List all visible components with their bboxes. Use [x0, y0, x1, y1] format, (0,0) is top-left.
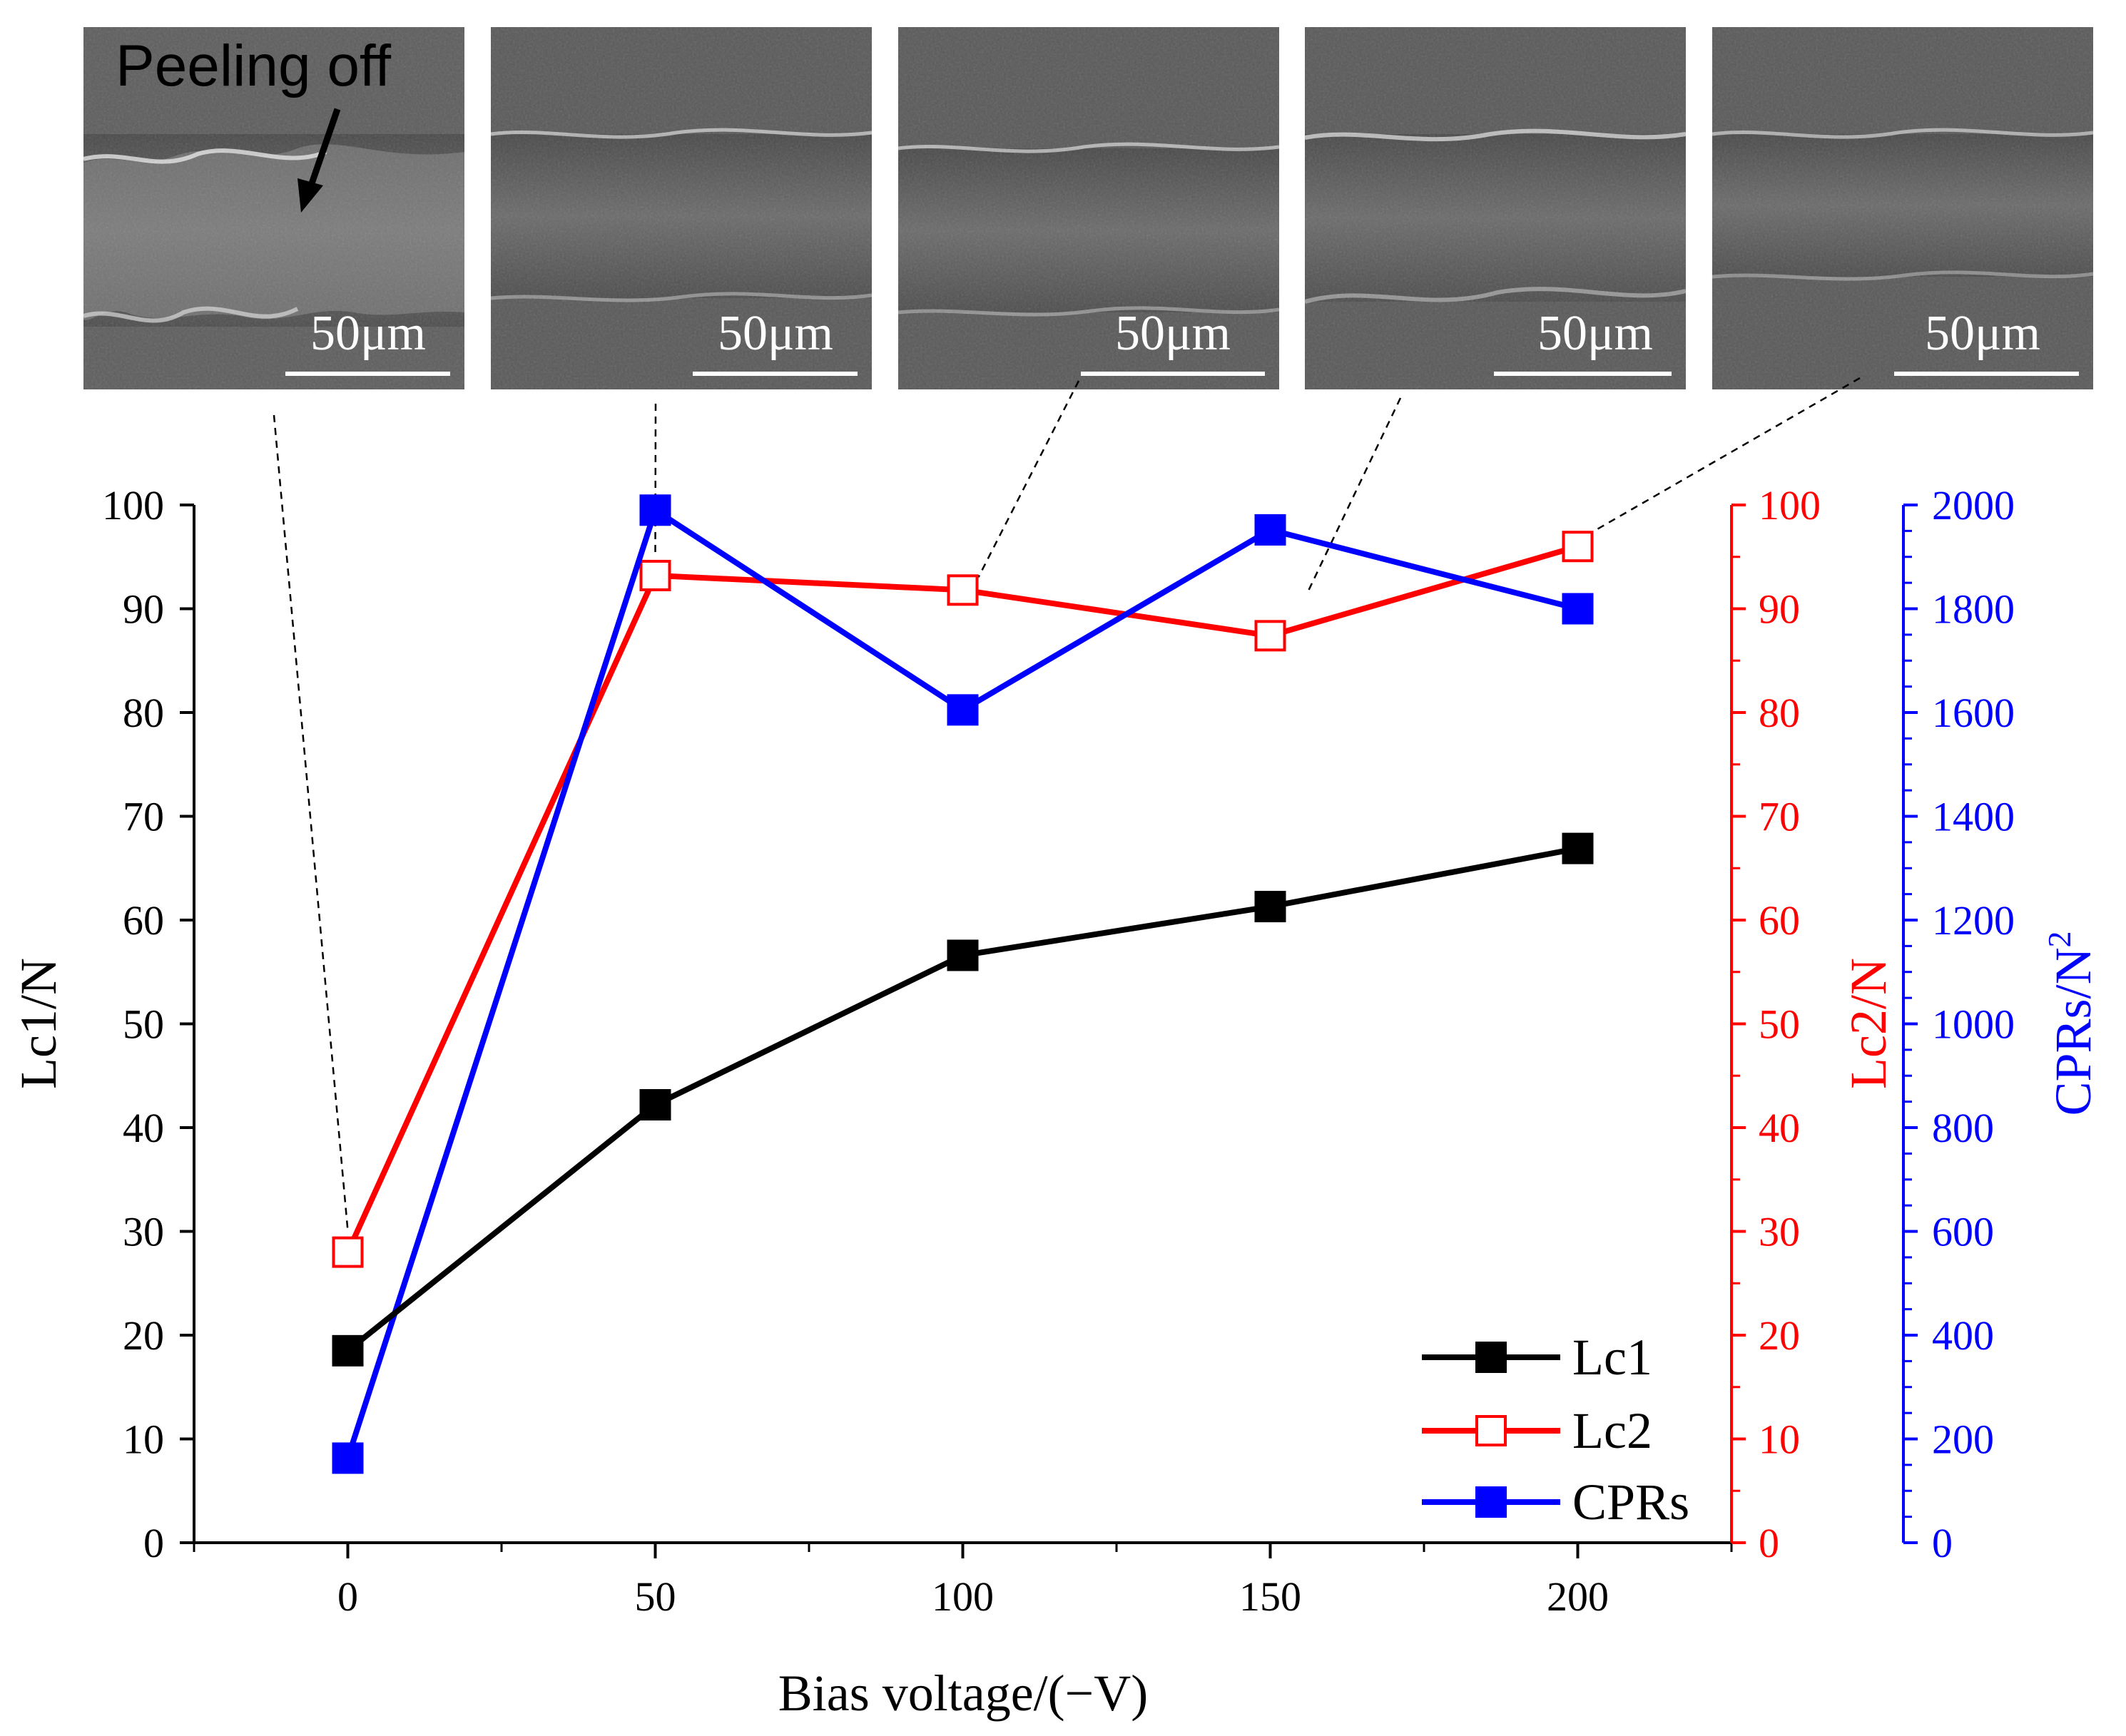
series-cprs [332, 494, 1594, 1474]
peeling-off-label: Peeling off [116, 34, 391, 98]
leader-line [1591, 377, 1861, 533]
data-point-lc2 [1562, 531, 1594, 563]
scale-bar-label: 50μm [1115, 306, 1231, 361]
tick-labels: 0 50 100 150 2000102030405060708090100010203… [102, 482, 2015, 1620]
series-line-lc1 [346, 845, 1579, 1353]
right-y-tick-label-cprs: 1800 [1932, 586, 2015, 633]
left-y-tick-label: 0 [143, 1520, 164, 1566]
sem-image-50V: 50μm [490, 27, 873, 389]
right-y-tick-label-cprs: 600 [1932, 1209, 1994, 1255]
left-y-tick-label: 30 [123, 1209, 164, 1255]
data-point-lc1 [639, 1088, 671, 1120]
sem-insets: 50μm Peeling off 50μm 50μm [83, 27, 2094, 389]
legend-entry-cprs: CPRs [1422, 1474, 1689, 1531]
scale-bar-label: 50μm [310, 306, 426, 361]
data-point-cprs [1254, 514, 1286, 546]
legend-entry-lc2: Lc2 [1422, 1402, 1652, 1459]
sem-image-150V: 50μm [1304, 27, 1687, 389]
series-lc1 [332, 832, 1594, 1367]
data-point-lc1 [332, 1334, 364, 1367]
right-y-tick-label-lc2: 60 [1759, 897, 1800, 944]
right-y-tick-label-lc2: 80 [1759, 690, 1800, 736]
left-y-tick-label: 60 [123, 897, 164, 944]
data-point-lc1 [1254, 891, 1286, 923]
left-y-tick-label: 80 [123, 690, 164, 736]
right-y-tick-label-cprs: 1000 [1932, 1001, 2015, 1048]
data-point-lc2 [1254, 620, 1286, 652]
right-y-tick-label-cprs: 200 [1932, 1416, 1994, 1463]
axis-ticks [180, 504, 1918, 1558]
left-y-tick-label: 20 [123, 1312, 164, 1359]
right-y-tick-label-cprs: 800 [1932, 1105, 1994, 1151]
inset-leader-lines [273, 377, 1861, 1231]
left-y-axis-label: Lc1/N [10, 958, 67, 1089]
scale-bar-label: 50μm [718, 306, 833, 361]
right-y-tick-label-cprs: 1600 [1932, 690, 2015, 736]
cprs-label-text: CPRs/N [2045, 947, 2102, 1115]
left-y-tick-label: 10 [123, 1416, 164, 1463]
data-point-lc2 [332, 1236, 364, 1268]
data-point-cprs [1562, 593, 1594, 625]
right-y-tick-label-cprs: 2000 [1932, 482, 2015, 529]
legend-label-lc2: Lc2 [1572, 1402, 1652, 1459]
x-tick-label: 50 [635, 1573, 676, 1620]
sem-image-200V: 50μm [1712, 27, 2094, 389]
right-y-tick-label-lc2: 10 [1759, 1416, 1800, 1463]
left-y-tick-label: 70 [123, 794, 164, 840]
legend-entry-lc1: Lc1 [1422, 1329, 1652, 1386]
x-tick-label: 200 [1547, 1573, 1609, 1620]
cprs-label-exponent: 2 [2041, 931, 2077, 947]
right-y-tick-label-lc2: 0 [1759, 1520, 1779, 1566]
scale-bar-label: 50μm [1925, 306, 2040, 361]
right-y-axis-label-cprs: CPRs/N2 [2041, 931, 2102, 1115]
right-y-tick-label-lc2: 20 [1759, 1312, 1800, 1359]
leader-line [1306, 397, 1402, 593]
data-series [332, 494, 1594, 1474]
right-y-tick-label-cprs: 1400 [1932, 794, 2015, 840]
right-y-tick-label-lc2: 70 [1759, 794, 1800, 840]
legend: Lc1 Lc2 CPRs [1422, 1329, 1689, 1531]
right-y-tick-label-lc2: 90 [1759, 586, 1800, 633]
right-y-tick-label-lc2: 100 [1759, 482, 1821, 529]
series-lc2 [332, 531, 1594, 1268]
right-y-tick-label-cprs: 0 [1932, 1520, 1953, 1566]
right-y-tick-label-lc2: 40 [1759, 1105, 1800, 1151]
data-point-cprs [639, 494, 671, 526]
peeling-off-arrow [297, 108, 341, 213]
x-tick-label: 150 [1239, 1573, 1301, 1620]
data-point-cprs [947, 694, 979, 726]
series-line-cprs [345, 507, 1579, 1459]
right-y-axis-label-lc2: Lc2/N [1840, 958, 1897, 1089]
right-y-tick-label-cprs: 400 [1932, 1312, 1994, 1359]
left-y-tick-label: 40 [123, 1105, 164, 1151]
data-point-lc2 [947, 574, 979, 606]
right-y-tick-label-lc2: 30 [1759, 1209, 1800, 1255]
left-y-tick-label: 90 [123, 586, 164, 633]
sem-image-100V: 50μm [897, 27, 1280, 389]
data-point-lc2 [639, 559, 671, 591]
right-y-tick-label-cprs: 1200 [1932, 897, 2015, 944]
series-line-lc2 [345, 543, 1579, 1254]
leader-line [273, 414, 349, 1231]
data-point-lc1 [947, 939, 979, 971]
x-tick-label: 100 [932, 1573, 994, 1620]
sem-image-0V: 50μm Peeling off [83, 27, 464, 389]
data-point-lc1 [1562, 832, 1594, 864]
right-y-tick-label-lc2: 50 [1759, 1001, 1800, 1048]
legend-label-lc1: Lc1 [1572, 1329, 1652, 1386]
data-point-cprs [332, 1442, 364, 1474]
left-y-tick-label: 50 [123, 1001, 164, 1048]
x-axis-label: Bias voltage/(−V) [778, 1665, 1148, 1722]
left-y-tick-label: 100 [102, 482, 164, 529]
leader-line [977, 380, 1080, 578]
scale-bar-label: 50μm [1537, 306, 1653, 361]
legend-label-cprs: CPRs [1572, 1474, 1689, 1531]
x-tick-label: 0 [337, 1573, 358, 1620]
